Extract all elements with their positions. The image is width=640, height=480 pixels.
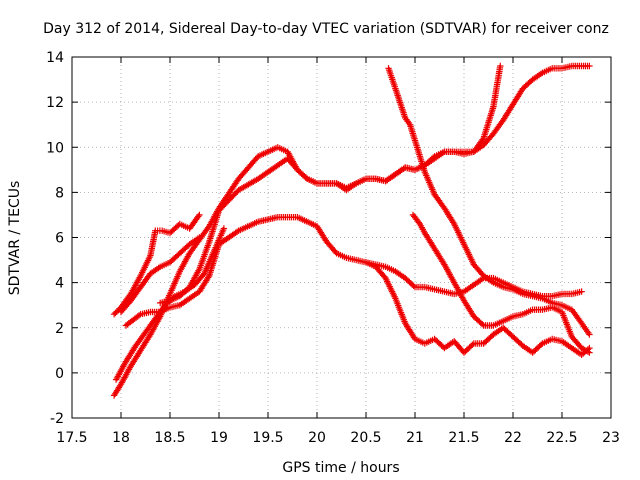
x-tick-label: 22: [504, 430, 522, 446]
x-tick-label: 18.5: [154, 430, 185, 446]
series-track-9: [362, 259, 593, 358]
x-tick-label: 19.5: [252, 430, 283, 446]
y-tick-label: 2: [55, 321, 64, 337]
x-tick-label: 22.5: [546, 430, 577, 446]
data-point: [586, 331, 593, 338]
series-track-5: [110, 62, 593, 399]
series-line: [113, 65, 590, 396]
data-point: [196, 211, 203, 219]
marker: [537, 341, 545, 348]
x-tick-label: 21: [406, 430, 424, 446]
marker: [205, 274, 212, 281]
y-tick-label: 12: [46, 95, 64, 111]
y-tick-label: 0: [55, 366, 64, 382]
marker: [410, 282, 417, 289]
series-track-6: [112, 225, 228, 383]
x-tick-label: 20: [308, 430, 326, 446]
data-point: [497, 62, 504, 70]
y-tick-label: 14: [46, 50, 64, 66]
x-tick-label: 23: [602, 430, 620, 446]
marker: [302, 174, 309, 181]
series-track-7: [385, 65, 593, 338]
data-point: [578, 288, 585, 295]
y-tick-label: -2: [50, 411, 64, 427]
marker: [584, 346, 592, 353]
x-tick-label: 17.5: [56, 430, 87, 446]
x-tick-label: 20.5: [350, 430, 381, 446]
marker: [170, 294, 177, 301]
series-track-1: [110, 211, 203, 318]
y-tick-label: 10: [46, 140, 64, 156]
chart-title: Day 312 of 2014, Sidereal Day-to-day VTE…: [43, 21, 609, 37]
marker: [415, 219, 422, 226]
data-point: [220, 225, 228, 232]
x-tick-label: 18: [112, 430, 130, 446]
data-point: [586, 344, 593, 352]
y-tick-label: 8: [55, 185, 64, 201]
grid: [72, 57, 611, 418]
series-track-8: [409, 211, 593, 356]
marker: [195, 213, 202, 220]
x-tick-label: 19: [210, 430, 228, 446]
marker: [233, 228, 241, 235]
marker: [469, 341, 476, 348]
data-point: [586, 62, 593, 70]
marker: [135, 312, 143, 319]
x-axis-label: GPS time / hours: [282, 460, 399, 476]
tick-layer: 17.5 18 18.5 19 19.5 20 20.5 21 21.5 22 22.5 23 -2 0 2…: [46, 50, 620, 446]
y-tick-label: 6: [55, 231, 64, 247]
y-axis-label: SDTVAR / TECUs: [7, 181, 23, 296]
series-layer: [110, 62, 593, 399]
marker: [479, 321, 486, 328]
x-tick-label: 21.5: [448, 430, 479, 446]
y-tick-label: 4: [55, 276, 64, 292]
series-track-3: [122, 214, 585, 329]
